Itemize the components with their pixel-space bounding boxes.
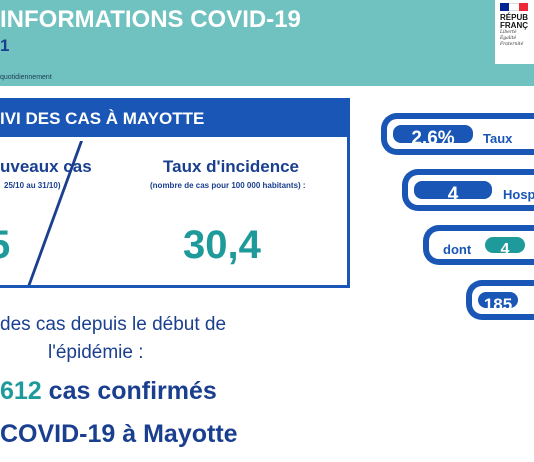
stat-hosp-value: 4 [414,181,492,205]
summary-line-2: l'épidémie : [48,342,144,363]
motto-fraternite: Fraternité [500,42,524,47]
incidence-title: Taux d'incidence [163,157,299,176]
summary-line-1: des cas depuis le début de [0,314,227,335]
stat-hosp-label: Hosp [503,187,534,202]
stat-pill-hosp: 4 Hosp [402,169,534,211]
stat-185-value: 185 [478,292,518,314]
header-subtitle: 1 [0,36,10,55]
stat-rate-value: 2,6% [393,125,473,149]
new-cases-value: 5 [0,223,10,268]
motto-liberte: Liberté [500,30,517,35]
summary-line-4: COVID-19 à Mayotte [0,420,238,448]
confirmed-cases-line: 612 cas confirmés [0,377,217,406]
panel-heading: IVI DES CAS À MAYOTTE [0,101,347,137]
header-note: quotidiennement [0,74,52,81]
logo-line-2: FRANÇ [500,21,528,30]
logo-motto: Liberté Égalité Fraternité [500,30,523,48]
stat-pill-rate: 2,6% Taux [381,113,534,155]
republique-francaise-logo: RÉPUB FRANÇ Liberté Égalité Fraternité [495,0,534,64]
page-title: INFORMATIONS COVID-19 [0,6,301,33]
stat-pill-dont: dont 4 [423,225,534,265]
cases-panel: IVI DES CAS À MAYOTTE uveaux cas 25/10 a… [0,98,350,288]
stat-dont-prefix: dont [443,242,472,257]
incidence-value: 30,4 [183,223,261,267]
stat-rate-label: Taux [483,131,513,146]
confirmed-cases-count: 612 [0,377,42,405]
logo-line-1: RÉPUB [500,13,529,22]
confirmed-cases-label: cas confirmés [48,377,217,405]
french-flag-icon [500,3,528,11]
new-cases-title: uveaux cas [0,157,92,176]
motto-egalite: Égalité [500,36,517,41]
stat-pill-185: 185 [466,280,534,320]
incidence-note: (nombre de cas pour 100 000 habitants) : [150,181,306,190]
stat-dont-value: 4 [485,237,525,258]
new-cases-period: 25/10 au 31/10) [4,181,61,190]
header-banner: INFORMATIONS COVID-19 1 quotidiennement … [0,0,534,86]
